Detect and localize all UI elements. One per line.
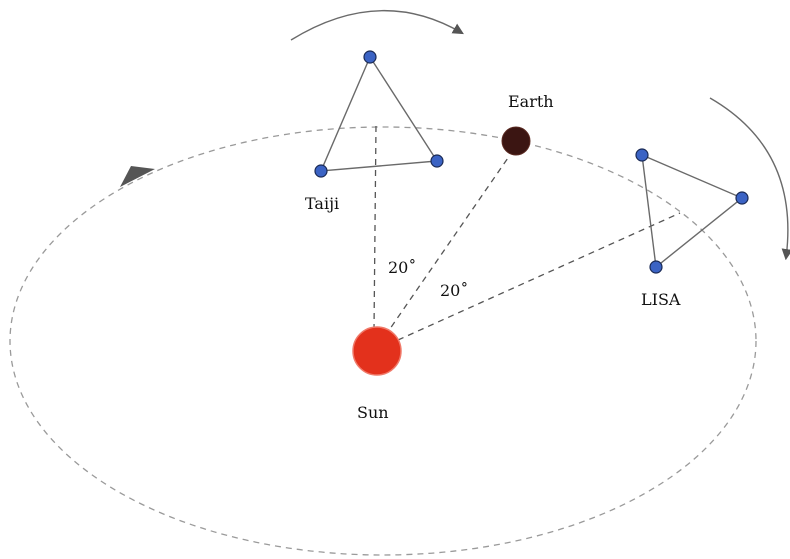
lisa-spacecraft-right (735, 191, 749, 205)
taiji-label: Taiji (305, 194, 339, 213)
sun-to-lisa-line (397, 212, 681, 341)
lisa-label: LISA (641, 290, 681, 309)
taiji-spacecraft-right (430, 154, 444, 168)
lisa-rotation-arrow (709, 97, 790, 261)
sun-to-earth-line (384, 154, 511, 337)
lisa-triangle (641, 153, 744, 269)
earth-label: Earth (508, 92, 554, 111)
lisa-spacecraft-bottom (649, 260, 663, 274)
taiji-spacecraft-left (314, 164, 328, 178)
sun-label: Sun (357, 403, 389, 422)
earth-orbit (9, 126, 757, 556)
angle-label-taiji: 20˚ (388, 258, 416, 277)
taiji-rotation-arrow (290, 10, 464, 41)
taiji-spacecraft-top (363, 50, 377, 64)
sun-to-taiji-line (373, 124, 377, 331)
angle-label-lisa: 20˚ (440, 281, 468, 300)
taiji-triangle (319, 55, 439, 172)
earth-planet (501, 126, 531, 156)
sun-star (352, 326, 402, 376)
lisa-constellation (635, 148, 749, 274)
lisa-spacecraft-top (635, 148, 649, 162)
orbit-direction-arrow (120, 166, 155, 187)
taiji-constellation (314, 50, 444, 178)
